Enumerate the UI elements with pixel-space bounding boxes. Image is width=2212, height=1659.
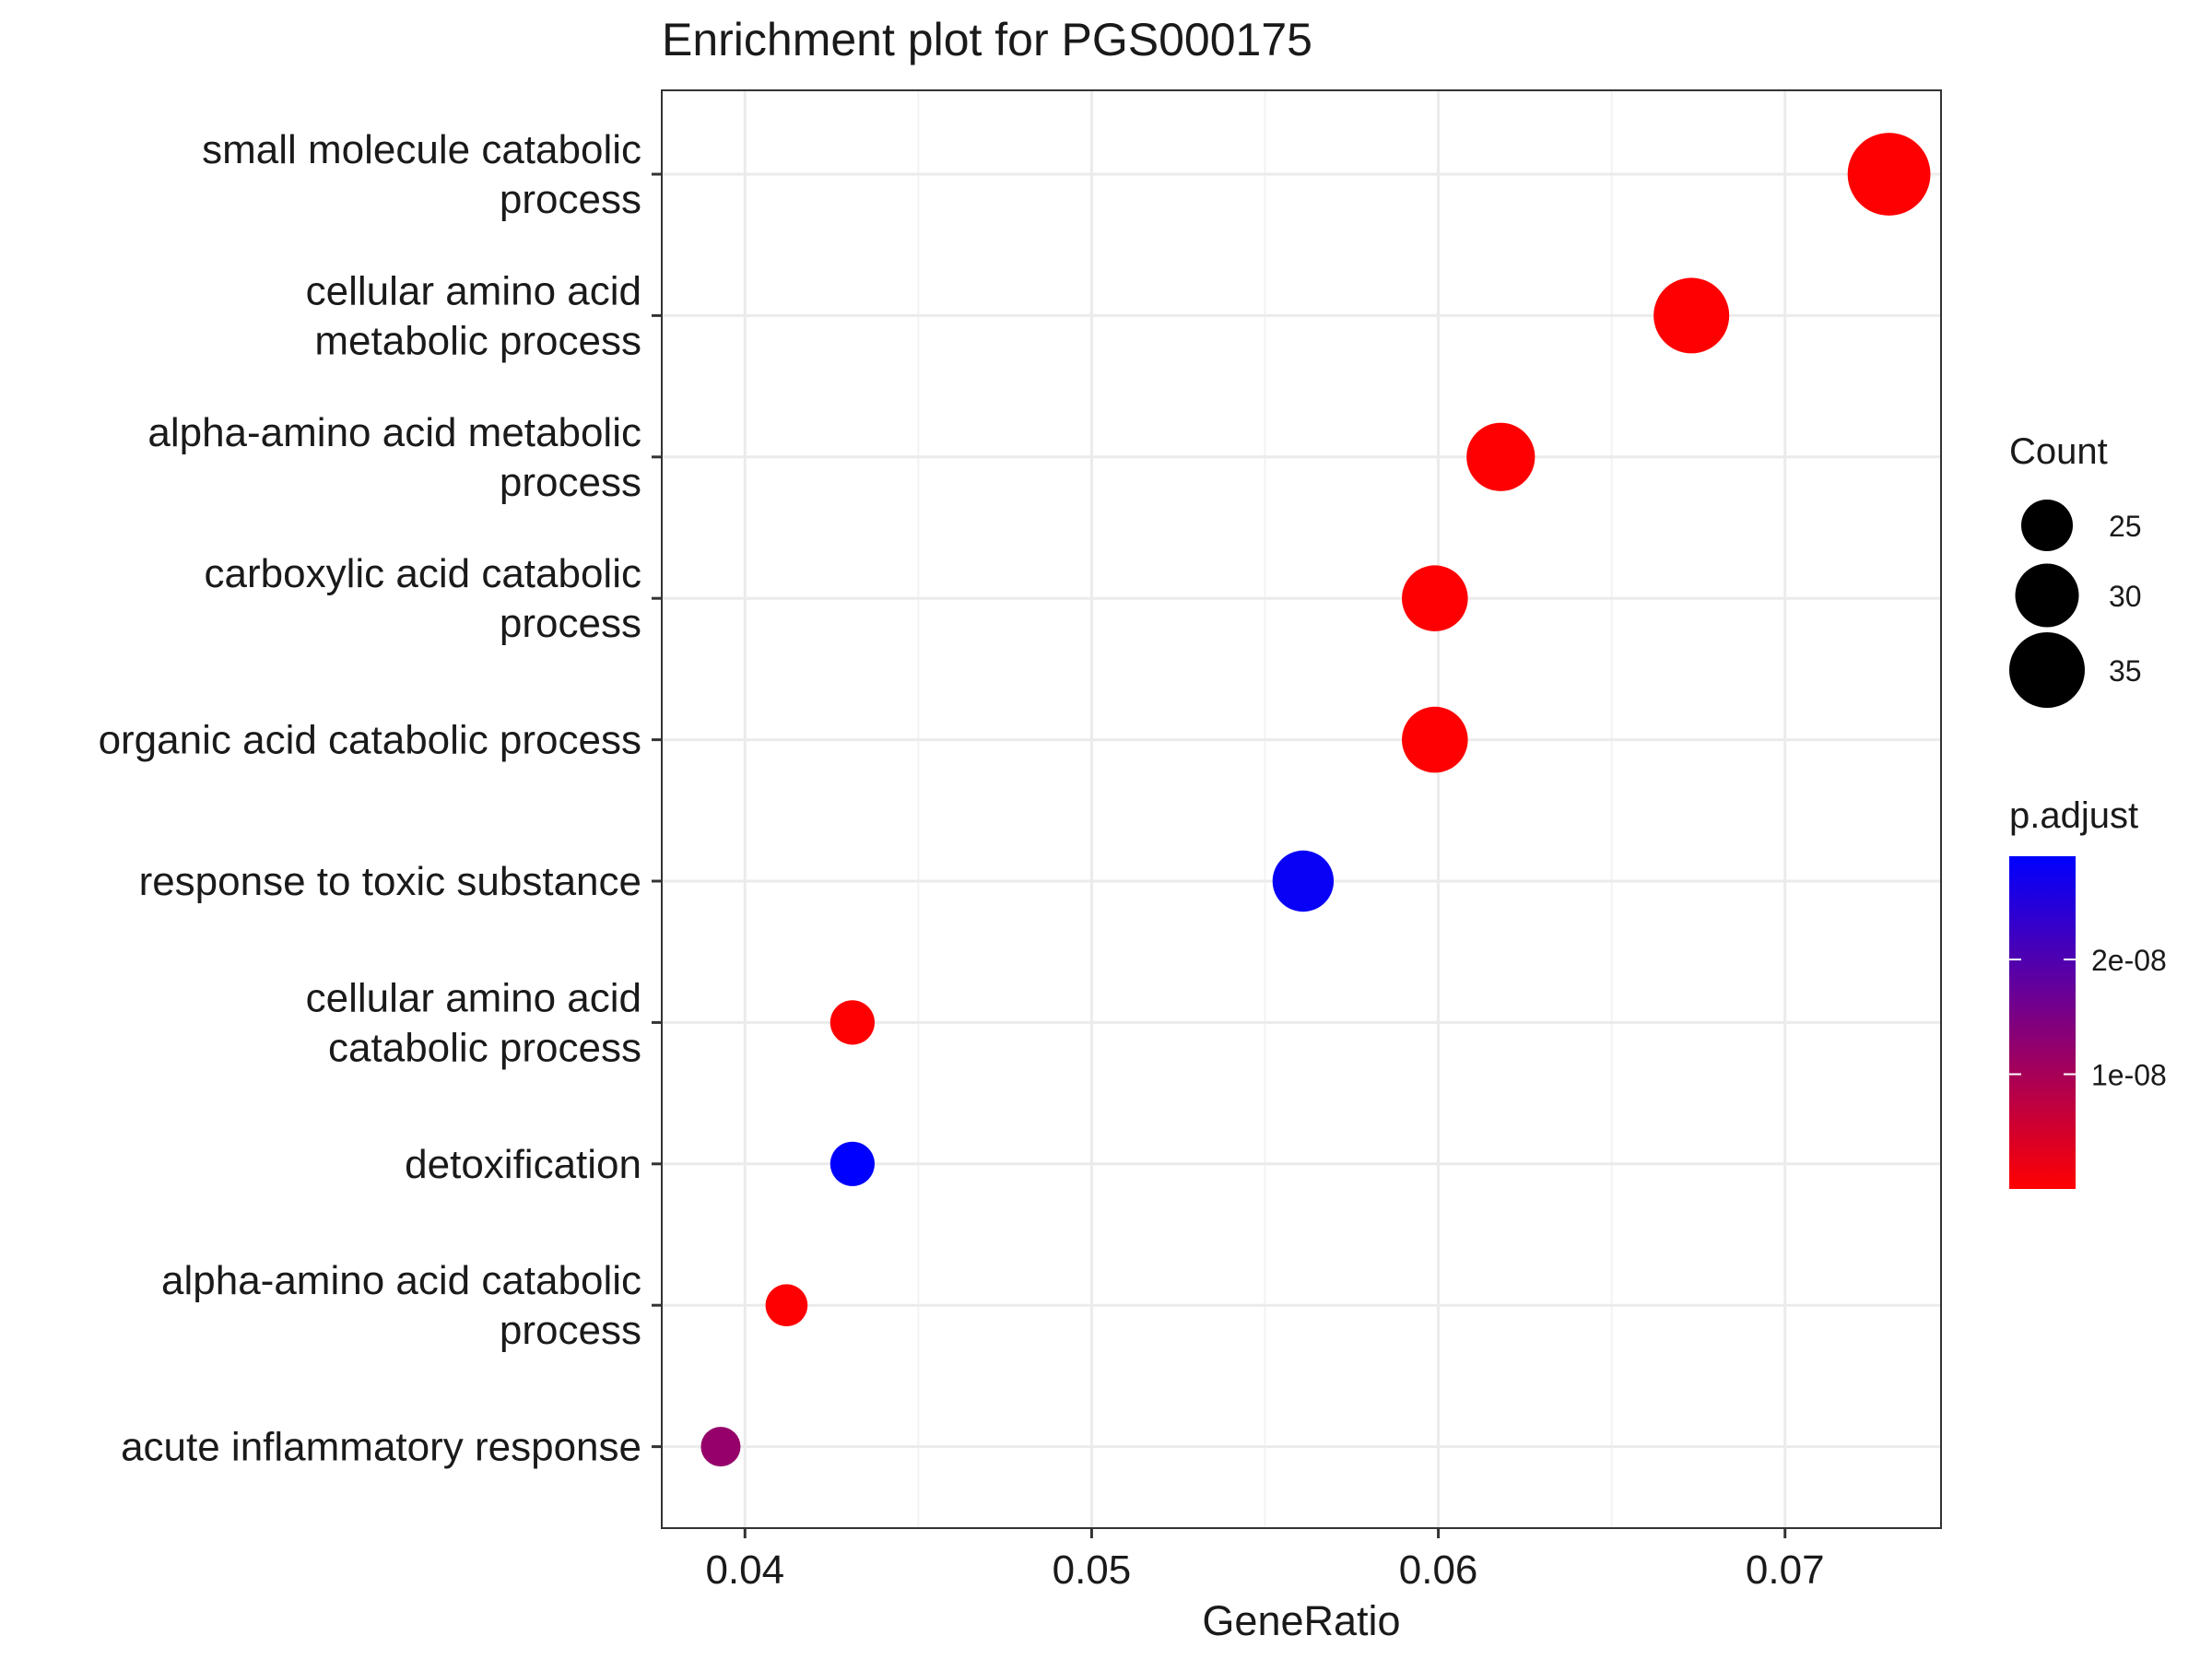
data-point	[1466, 422, 1535, 491]
data-point	[1402, 706, 1468, 773]
size-legend: Count 25 30 35	[2009, 431, 2142, 708]
chart-title: Enrichment plot for PGS000175	[662, 14, 1312, 65]
y-tick-label: cellular amino acid	[306, 268, 641, 313]
size-legend-label: 25	[2109, 510, 2142, 543]
x-tick-label: 0.05	[1053, 1547, 1132, 1593]
x-tick-label: 0.04	[705, 1547, 784, 1593]
data-point	[1847, 133, 1931, 216]
y-axis: small molecule catabolic process cellular …	[99, 127, 662, 1470]
y-tick-label: alpha-amino acid catabolic	[161, 1258, 641, 1303]
y-tick-label: detoxification	[405, 1142, 641, 1187]
x-axis: 0.04 0.05 0.06 0.07	[705, 1528, 1825, 1593]
y-tick-label: catabolic process	[328, 1025, 641, 1070]
data-point	[1402, 565, 1468, 631]
y-tick-label: organic acid catabolic process	[99, 718, 641, 763]
y-tick-label: carboxylic acid catabolic	[205, 551, 641, 596]
size-legend-key	[2021, 500, 2073, 551]
y-tick-label: acute inflammatory response	[121, 1425, 641, 1470]
y-tick-label: small molecule catabolic	[202, 127, 641, 172]
y-tick-label: process	[500, 601, 641, 646]
size-legend-label: 30	[2109, 580, 2142, 613]
data-point	[700, 1427, 741, 1467]
color-legend: p.adjust 1e-08 2e-08	[2009, 795, 2167, 1189]
size-legend-key	[2015, 563, 2079, 628]
y-tick-label: cellular amino acid	[306, 975, 641, 1020]
data-point	[1272, 850, 1335, 912]
size-legend-key	[2009, 632, 2085, 708]
y-tick-label: alpha-amino acid metabolic	[147, 410, 641, 455]
color-legend-label: 1e-08	[2091, 1059, 2167, 1092]
color-legend-bar	[2009, 856, 2076, 1189]
grid-layer	[662, 90, 1941, 1528]
y-tick-label: metabolic process	[314, 318, 641, 363]
size-legend-title: Count	[2009, 431, 2108, 472]
panel-border	[661, 89, 1942, 1529]
y-tick-label: process	[500, 177, 641, 222]
data-point	[1653, 277, 1730, 354]
y-tick-label: process	[500, 460, 641, 505]
data-point	[830, 1141, 875, 1186]
y-tick-label: process	[500, 1308, 641, 1353]
color-legend-title: p.adjust	[2009, 795, 2138, 836]
x-tick-label: 0.06	[1399, 1547, 1478, 1593]
data-point	[765, 1284, 808, 1326]
x-axis-title: GeneRatio	[1202, 1597, 1400, 1644]
data-point	[830, 1000, 875, 1045]
x-tick-label: 0.07	[1746, 1547, 1825, 1593]
y-tick-label: response to toxic substance	[139, 859, 641, 904]
plot-panel-background	[662, 90, 1941, 1528]
points-layer	[700, 133, 1931, 1467]
color-legend-label: 2e-08	[2091, 944, 2167, 977]
size-legend-label: 35	[2109, 654, 2142, 688]
